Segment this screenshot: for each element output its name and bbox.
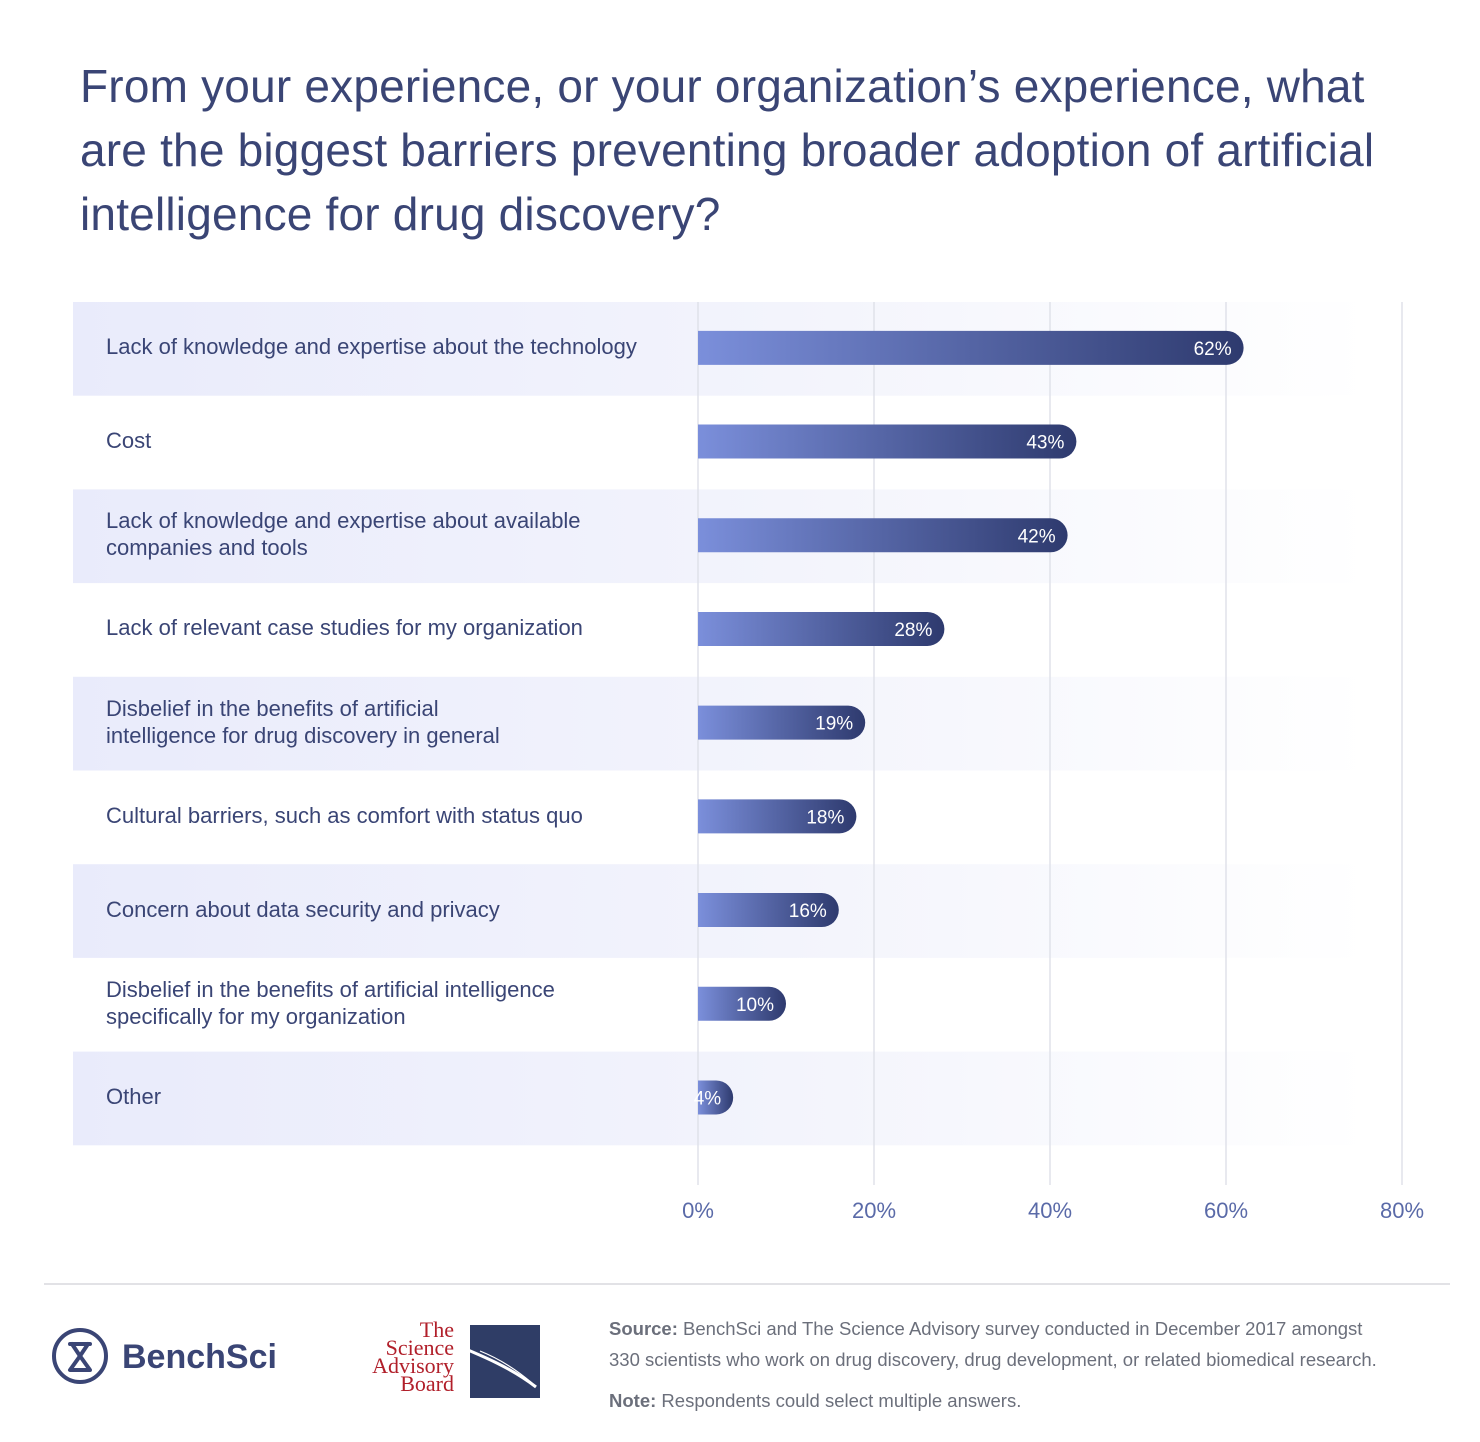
x-tick-label: 60%	[1204, 1198, 1248, 1223]
category-label-line: intelligence for drug discovery in gener…	[106, 722, 500, 748]
category-label-line: Other	[106, 1083, 162, 1109]
sab-logo-line-1: The	[419, 1317, 454, 1342]
bar	[698, 986, 786, 1021]
category-label-line: Lack of relevant case studies for my org…	[106, 615, 583, 641]
bar-value-label: 16%	[789, 901, 827, 922]
category-label: Disbelief in the benefits of artificial i…	[106, 695, 666, 749]
bar	[698, 799, 857, 834]
footer-divider	[44, 1283, 1450, 1285]
chart-title: From your experience, or your organizati…	[80, 60, 1375, 240]
sab-logo-icon	[455, 1325, 540, 1398]
category-label: Concern about data security and privacy	[106, 896, 666, 923]
bar-value-label: 62%	[1194, 339, 1232, 360]
bar-value-label: 43%	[1026, 433, 1064, 454]
respondents-note: Note: Respondents could select multiple …	[609, 1390, 1022, 1411]
bar-value-label: 28%	[894, 620, 932, 641]
sab-logo-line-3: Advisory	[372, 1353, 454, 1378]
bar-value-label: 4%	[694, 1088, 722, 1109]
bar	[698, 1080, 734, 1115]
bar	[698, 518, 1068, 553]
bar	[698, 611, 945, 646]
category-label-line: Disbelief in the benefits of artificial	[106, 695, 439, 721]
bar	[698, 893, 839, 928]
bar	[698, 705, 866, 740]
category-label: Cultural barriers, such as comfort with …	[106, 802, 666, 829]
category-label-line: Lack of knowledge and expertise about th…	[106, 334, 637, 360]
category-label: Lack of knowledge and expertise about av…	[106, 507, 666, 561]
category-label-line: companies and tools	[106, 535, 308, 561]
benchsci-wordmark: BenchSci	[122, 1338, 277, 1376]
sab-logo-line-4: Board	[400, 1371, 454, 1396]
sab-logo-line-2: Science	[385, 1335, 454, 1360]
category-label: Other	[106, 1083, 666, 1110]
category-label: Cost	[106, 427, 666, 454]
category-label: Lack of relevant case studies for my org…	[106, 614, 666, 641]
category-label-line: Cost	[106, 428, 152, 454]
bar-value-label: 42%	[1018, 526, 1056, 547]
benchsci-logo-icon	[52, 1328, 108, 1384]
bar	[698, 330, 1244, 365]
category-label: Disbelief in the benefits of artificial …	[106, 976, 666, 1030]
x-tick-label: 40%	[1028, 1198, 1072, 1223]
x-tick-label: 80%	[1380, 1198, 1424, 1223]
x-tick-label: 0%	[682, 1198, 714, 1223]
x-tick-label: 20%	[852, 1198, 896, 1223]
category-label-line: specifically for my organization	[106, 1003, 406, 1029]
bar	[698, 424, 1077, 459]
source-note: Source: BenchSci and The Science Advisor…	[609, 1318, 1377, 1370]
bar-value-label: 18%	[806, 807, 844, 828]
category-label-line: Cultural barriers, such as comfort with …	[106, 802, 583, 828]
bar-value-label: 19%	[815, 714, 853, 735]
category-label-line: Disbelief in the benefits of artificial …	[106, 976, 555, 1002]
bar-chart: 62% 43% 42% 28% 19% 18% 16% 10% 4% 0% 20% 40% 60% 80…	[73, 302, 1424, 1223]
category-label: Lack of knowledge and expertise about th…	[106, 333, 666, 360]
category-label-line: Lack of knowledge and expertise about av…	[106, 508, 581, 534]
bar-value-label: 10%	[736, 995, 774, 1016]
category-label-line: Concern about data security and privacy	[106, 896, 500, 922]
